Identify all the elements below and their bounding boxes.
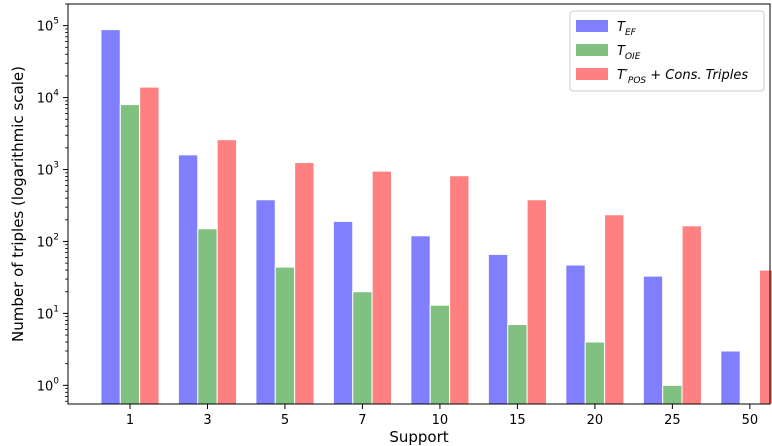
x-tick-label: 7	[358, 413, 366, 428]
legend-label-3: T′POS + Cons. Triples	[617, 68, 748, 86]
legend: TEF TOIE T′POS + Cons. Triples	[569, 10, 765, 92]
y-axis-ticks: 100 101 102 103 104 105	[37, 3, 68, 402]
x-axis-ticks: 1 3 5 7 10 15 20 25 50	[126, 404, 758, 428]
bars-layer	[100, 29, 772, 405]
bar-3-10	[449, 175, 470, 405]
bar-1-25	[642, 275, 664, 405]
bar-1-3	[177, 154, 199, 405]
bar-1-10	[410, 235, 431, 405]
y-tick-label: 104	[37, 89, 60, 107]
bar-3-1	[139, 86, 160, 405]
legend-box	[569, 10, 765, 92]
y-tick-label: 101	[37, 304, 59, 322]
bar-1-1	[100, 29, 121, 405]
bar-3-7	[371, 170, 392, 405]
legend-label-1: TEF	[617, 20, 637, 38]
bar-2-20	[584, 341, 606, 405]
bar-2-7	[352, 291, 373, 405]
y-axis-label: Number of triples (logarithmic scale)	[9, 66, 27, 342]
x-tick-label: 25	[664, 413, 681, 428]
x-tick-label: 10	[432, 413, 449, 428]
legend-swatch-1	[576, 20, 608, 32]
y-tick-label: 105	[37, 17, 59, 35]
legend-label-2: TOIE	[617, 44, 641, 62]
bar-3-20	[604, 214, 625, 405]
bar-1-7	[332, 220, 354, 405]
bar-3-25	[681, 225, 702, 405]
x-tick-label: 20	[587, 413, 604, 428]
bar-2-5	[274, 266, 296, 405]
x-tick-label: 1	[126, 413, 134, 428]
legend-swatch-2	[576, 44, 608, 56]
bar-1-5	[255, 199, 276, 405]
bar-2-3	[197, 228, 218, 405]
bar-2-15	[507, 324, 528, 405]
legend-swatch-3	[576, 68, 608, 80]
bar-2-10	[429, 304, 451, 405]
y-tick-label: 102	[37, 232, 59, 250]
y-tick-label: 103	[37, 161, 59, 179]
bar-3-15	[526, 199, 547, 405]
x-tick-label: 15	[509, 413, 526, 428]
bar-3-5	[294, 162, 315, 405]
y-tick-label: 100	[37, 376, 60, 394]
x-tick-label: 5	[281, 413, 289, 428]
bar-2-25	[662, 384, 683, 405]
bar-3-3	[216, 139, 238, 405]
x-axis-label: Support	[389, 428, 448, 446]
bar-1-15	[487, 253, 509, 405]
bar-2-1	[119, 104, 141, 405]
x-tick-label: 3	[203, 413, 211, 428]
bar-1-20	[565, 264, 586, 405]
x-tick-label: 50	[742, 413, 759, 428]
plot-frame	[67, 3, 771, 405]
bar-1-50	[720, 350, 741, 405]
